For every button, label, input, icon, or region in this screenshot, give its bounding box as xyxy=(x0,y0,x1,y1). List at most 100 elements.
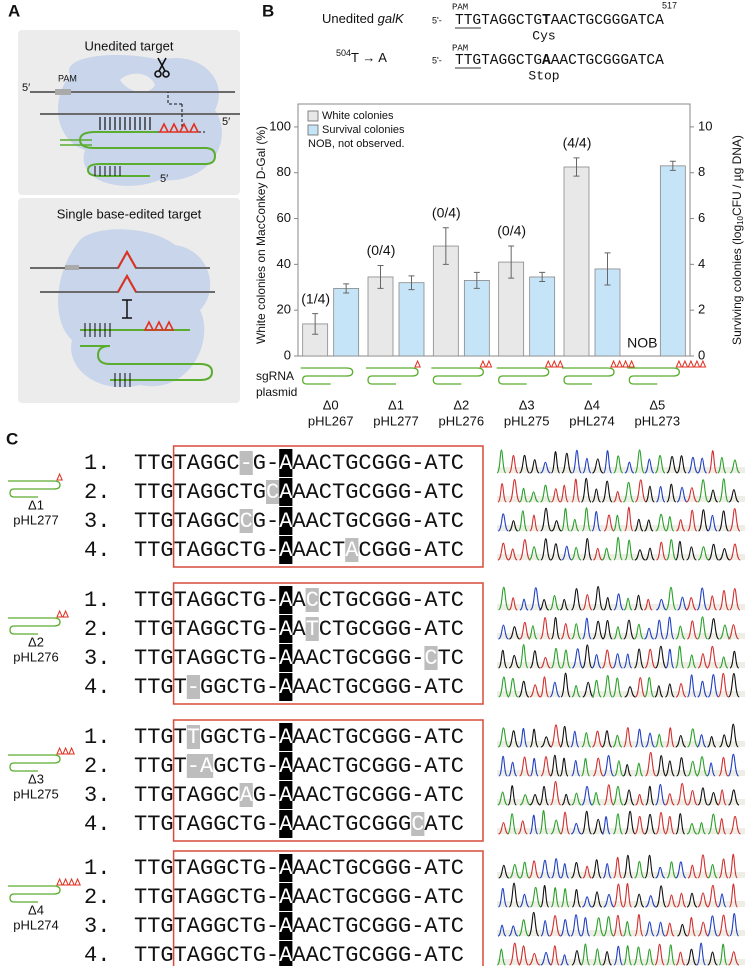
base: A xyxy=(279,617,293,642)
trace-peak xyxy=(603,597,613,611)
base: C xyxy=(358,480,371,505)
base: G xyxy=(385,451,398,476)
trace-peak xyxy=(612,856,623,879)
trace-peak xyxy=(686,620,698,640)
base: - xyxy=(187,754,200,779)
trace-peak xyxy=(519,893,530,908)
base: T xyxy=(134,943,147,966)
base: G xyxy=(160,675,173,700)
row-number: 2. xyxy=(84,480,110,505)
trace-peak xyxy=(539,599,550,611)
trace-peak xyxy=(570,730,580,748)
variant-highlight xyxy=(186,725,200,749)
base: A xyxy=(424,914,438,939)
base: G xyxy=(253,914,266,939)
base: G xyxy=(213,856,226,881)
trace-peak xyxy=(571,546,582,561)
trace-peak xyxy=(497,887,508,908)
trace-peak xyxy=(718,510,729,532)
trace-peak xyxy=(592,620,604,640)
trace-peak xyxy=(707,951,718,966)
base: T xyxy=(332,617,345,642)
base: T xyxy=(306,617,319,642)
trace-peak xyxy=(655,921,666,937)
trace-peak xyxy=(570,862,582,879)
row-number: 2. xyxy=(84,754,110,779)
base: A xyxy=(279,538,293,563)
trace-peak xyxy=(550,451,561,474)
base: G xyxy=(372,725,385,750)
base: G xyxy=(398,509,411,534)
base: A xyxy=(279,812,293,837)
base: G xyxy=(385,509,398,534)
row-number: 1. xyxy=(84,725,110,750)
error-bar xyxy=(539,271,546,283)
base: G xyxy=(385,885,398,910)
variant-highlight xyxy=(186,754,200,778)
trace-peak xyxy=(518,644,529,669)
trace-peak xyxy=(560,863,570,879)
base: C xyxy=(266,480,279,505)
y2-tick-label: 6 xyxy=(698,210,705,225)
sequence: TTGTAGGCCG-AAACTGCGGG-ATC xyxy=(134,509,464,534)
edited-highlight xyxy=(279,883,293,911)
base: T xyxy=(240,914,253,939)
base: G xyxy=(200,885,213,910)
trace-peak xyxy=(655,755,667,777)
pam-label: PAM xyxy=(452,43,468,53)
base: - xyxy=(187,675,200,700)
trace-peak xyxy=(602,950,612,966)
base: T xyxy=(240,754,253,779)
card-title: Single base-edited target xyxy=(57,206,202,221)
base: A xyxy=(292,451,306,476)
trace-peak xyxy=(634,728,645,748)
trace-peak xyxy=(656,541,667,561)
base: T xyxy=(134,675,147,700)
sequence-part: AACTGCGGGATCA xyxy=(551,53,664,69)
base: G xyxy=(253,783,266,808)
trace-peak xyxy=(497,727,510,748)
trace-peak xyxy=(717,456,727,474)
base: C xyxy=(358,943,371,966)
trace-peak xyxy=(507,548,518,561)
base: G xyxy=(385,617,398,642)
trace-peak xyxy=(666,456,678,474)
base: A xyxy=(306,754,320,779)
base: T xyxy=(438,783,451,808)
trace-peak xyxy=(729,459,741,474)
base: A xyxy=(292,480,306,505)
base: C xyxy=(358,451,371,476)
base: C xyxy=(358,783,371,808)
x-tick-label: Δ2 xyxy=(453,397,469,412)
base: G xyxy=(345,646,358,671)
base: C xyxy=(358,914,371,939)
trace-peak xyxy=(571,889,582,908)
base: G xyxy=(160,480,173,505)
base: G xyxy=(398,675,411,700)
base: - xyxy=(411,617,424,642)
base: C xyxy=(319,451,332,476)
y2-tick-label: 0 xyxy=(698,347,705,362)
trace-peak xyxy=(623,789,635,806)
base: G xyxy=(253,509,266,534)
y2-tick-label: 2 xyxy=(698,302,705,317)
trace-peak xyxy=(549,681,561,698)
trace-peak xyxy=(560,954,569,966)
trace-peak xyxy=(728,883,738,908)
label-part: CFU / µg DNA) xyxy=(730,135,744,216)
trace-peak xyxy=(624,506,634,532)
base: G xyxy=(200,812,213,837)
base: C xyxy=(319,754,332,779)
base: C xyxy=(358,617,371,642)
trace-peak xyxy=(519,621,531,640)
base: T xyxy=(174,509,187,534)
trace-peak xyxy=(580,758,591,777)
trace-peak xyxy=(707,791,720,806)
trace-peak xyxy=(539,884,550,908)
base: T xyxy=(147,646,160,671)
trace-peak xyxy=(645,895,657,908)
base: G xyxy=(253,856,266,881)
trace-peak xyxy=(687,864,697,879)
trace-peak xyxy=(540,484,551,503)
variant-highlight xyxy=(186,675,200,699)
